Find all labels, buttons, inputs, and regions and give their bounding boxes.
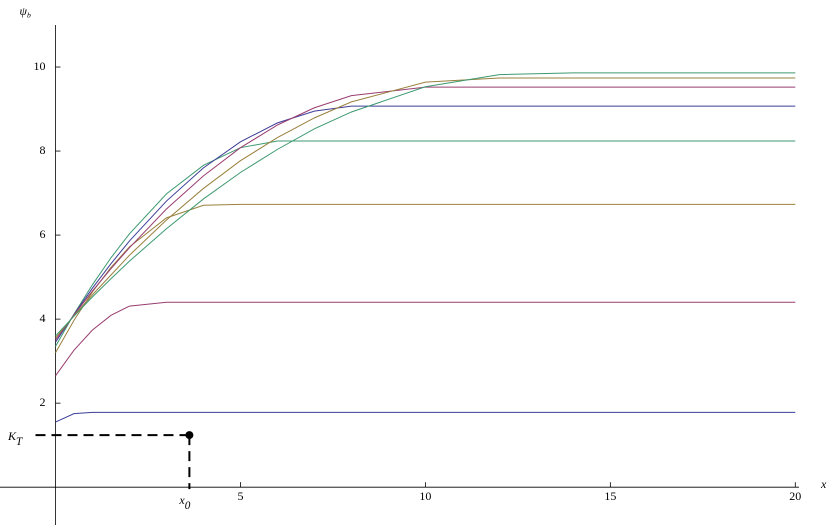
y-tick-label: 4 <box>39 311 45 325</box>
x-tick-label: 20 <box>789 489 801 503</box>
x-tick-label: 5 <box>237 489 243 503</box>
annotation-x-label-sub: 0 <box>185 500 191 512</box>
annotation-x-label: x0 <box>178 493 190 512</box>
annotation-y-label-sub: T <box>16 435 23 447</box>
series-line <box>55 105 796 343</box>
y-tick-label: 2 <box>39 395 45 409</box>
y-tick-label: 10 <box>33 59 45 73</box>
y-axis-label-sub: b <box>27 10 31 19</box>
annotation-y-label-main: K <box>7 429 17 443</box>
x-axis-label-main: x <box>820 477 827 491</box>
y-tick-label: 6 <box>39 227 45 241</box>
series-line <box>55 72 796 337</box>
series-line <box>55 140 796 347</box>
x-axis-label: x <box>820 477 827 491</box>
x-tick-label: 10 <box>419 489 431 503</box>
y-axis-label-main: ψ <box>19 4 27 18</box>
annotation-y-label: KT <box>7 429 23 448</box>
series-line <box>55 77 796 339</box>
series-line <box>55 86 796 341</box>
annotation-x-label-main: x <box>178 493 185 507</box>
x-tick-label: 15 <box>604 489 616 503</box>
series-line <box>55 203 796 353</box>
y-axis-label: ψb <box>19 4 30 19</box>
annotation-point <box>185 431 194 440</box>
series-line <box>55 301 796 377</box>
series-line <box>55 411 796 423</box>
y-tick-label: 8 <box>39 143 45 157</box>
